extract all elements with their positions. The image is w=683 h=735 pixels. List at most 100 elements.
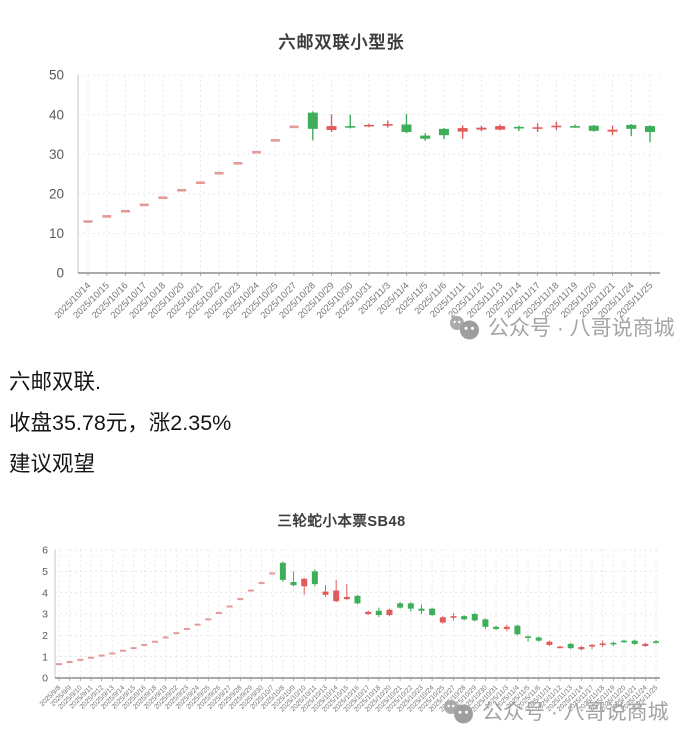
candle	[151, 640, 158, 643]
candle	[194, 623, 201, 626]
candle	[626, 124, 637, 136]
wechat-bubbles-icon	[444, 699, 473, 723]
y-tick-label: 50	[49, 68, 64, 83]
candle	[557, 646, 564, 649]
candle	[407, 602, 414, 612]
y-tick-label: 30	[49, 147, 64, 162]
y-tick-label: 0	[42, 673, 48, 685]
candle	[513, 125, 524, 131]
candle	[226, 605, 233, 608]
candle	[471, 612, 478, 622]
candle	[570, 124, 581, 128]
candle	[279, 561, 286, 582]
axes	[77, 75, 660, 276]
candle	[567, 642, 574, 650]
candle	[397, 602, 404, 609]
candle	[290, 571, 297, 587]
candle	[645, 125, 655, 143]
chart1-title: 六邮双联小型张	[278, 33, 405, 52]
wechat-bubbles-icon	[450, 315, 479, 339]
chart1-candlestick: 010203040502025/10/142025/10/152025/10/1…	[49, 68, 660, 320]
candle	[109, 652, 116, 655]
candle	[87, 656, 94, 659]
watermark-bottom: 公众号 · 八哥说商城	[442, 696, 669, 726]
candle	[195, 181, 205, 185]
candle	[546, 640, 553, 646]
candle	[438, 128, 449, 140]
candle	[610, 641, 617, 646]
candles-series	[56, 561, 659, 666]
candle	[120, 209, 130, 213]
chart2-title: 三轮蛇小本票SB48	[277, 514, 406, 530]
candles-series	[83, 111, 655, 223]
y-tick-label: 3	[42, 609, 48, 621]
candle	[653, 640, 659, 644]
candle	[173, 632, 180, 635]
candle	[77, 658, 84, 661]
candle	[588, 124, 599, 132]
y-axis-labels: 0 10 20 30 40 50	[49, 68, 64, 281]
candle	[532, 123, 543, 133]
y-axis-labels: 0 1 2 3 4 5 6	[42, 545, 48, 685]
candle	[130, 647, 137, 650]
candle	[418, 604, 425, 614]
y-tick-label: 40	[49, 107, 64, 122]
candle	[382, 120, 393, 128]
candle	[450, 612, 457, 621]
watermark-top: 公众号 · 八哥说商城	[448, 312, 675, 342]
candle	[503, 624, 510, 632]
candle	[607, 125, 618, 136]
summary-line-close: 收盘35.78元，涨2.35%	[9, 411, 232, 435]
candle	[311, 569, 318, 587]
summary-line-advice: 建议观望	[9, 452, 96, 476]
candle	[589, 643, 596, 650]
watermark-text: 公众号 · 八哥说商城	[482, 701, 669, 724]
candle	[375, 607, 382, 618]
candle	[162, 636, 169, 639]
candle	[461, 615, 468, 621]
candle	[333, 579, 340, 603]
candle	[364, 123, 374, 128]
candle	[476, 125, 487, 132]
candle	[420, 133, 431, 141]
gridlines	[78, 74, 660, 273]
candle	[289, 125, 299, 129]
candle	[525, 635, 532, 642]
candle	[386, 608, 393, 617]
candle	[215, 611, 222, 614]
candle	[66, 661, 73, 663]
candle	[535, 636, 542, 642]
y-tick-label: 20	[49, 187, 64, 202]
axes	[54, 550, 660, 681]
gridlines	[55, 549, 660, 678]
watermark-text: 公众号 · 八哥说商城	[488, 317, 675, 340]
y-tick-label: 2	[42, 630, 48, 642]
candle	[495, 124, 506, 131]
candle	[102, 215, 112, 218]
candle	[214, 171, 224, 175]
y-tick-label: 4	[42, 587, 48, 599]
candle	[158, 196, 168, 200]
candle	[247, 589, 254, 592]
candle	[301, 577, 308, 595]
summary-text: 六邮双联. 收盘35.78元，涨2.35% 建议观望	[9, 362, 231, 485]
candle	[599, 640, 606, 648]
candle	[177, 188, 187, 192]
y-tick-label: 0	[56, 266, 64, 281]
y-tick-label: 1	[42, 651, 48, 663]
candle	[119, 649, 126, 652]
candle	[631, 639, 638, 645]
candle	[354, 594, 361, 605]
candle	[345, 114, 356, 129]
candle	[237, 598, 244, 601]
candle	[429, 607, 436, 617]
candle	[252, 150, 262, 154]
candle	[551, 121, 562, 131]
candle	[457, 125, 468, 139]
candle	[270, 139, 280, 142]
candle	[482, 618, 489, 629]
candle	[439, 616, 446, 624]
candle	[269, 572, 276, 575]
